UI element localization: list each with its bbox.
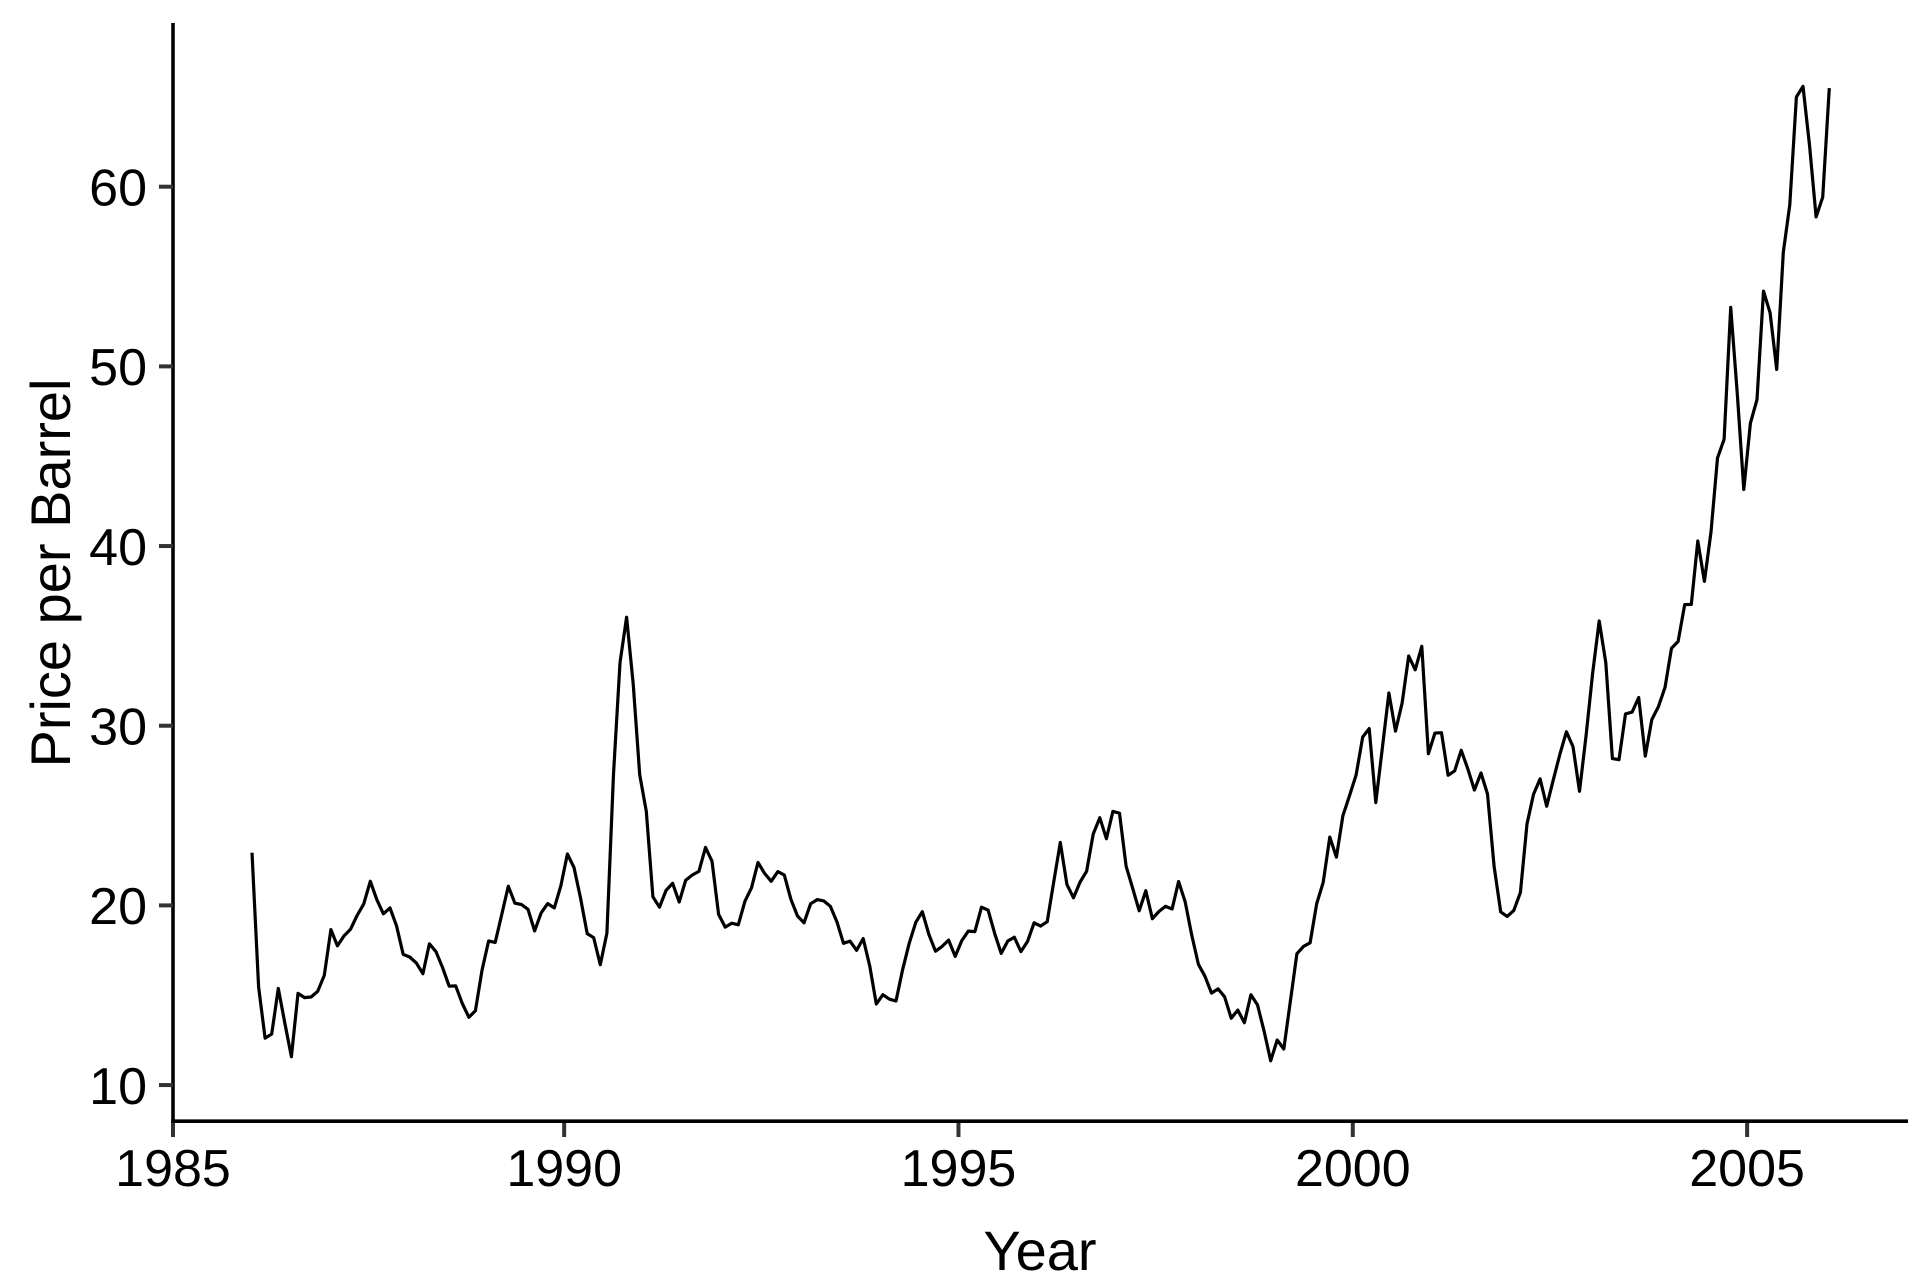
x-tick-label: 2000 xyxy=(1295,1140,1411,1198)
x-axis-ticks: 1985 1990 1995 2000 2005 xyxy=(115,1123,1805,1198)
x-tick-label: 1985 xyxy=(115,1140,231,1198)
x-tick-label: 1995 xyxy=(901,1140,1017,1198)
y-tick-label: 50 xyxy=(89,339,147,397)
y-tick-label: 30 xyxy=(89,698,147,756)
y-axis-title: Price per Barrel xyxy=(19,378,82,767)
y-tick-label: 20 xyxy=(89,878,147,936)
y-tick-label: 10 xyxy=(89,1058,147,1116)
y-axis-ticks: 10 20 30 40 50 60 xyxy=(89,159,173,1116)
y-tick-label: 60 xyxy=(89,159,147,217)
x-tick-label: 1990 xyxy=(506,1140,622,1198)
price-line-series xyxy=(250,84,1831,1063)
y-tick-label: 40 xyxy=(89,519,147,577)
x-axis-title: Year xyxy=(983,1219,1096,1280)
x-tick-label: 2005 xyxy=(1689,1140,1805,1198)
